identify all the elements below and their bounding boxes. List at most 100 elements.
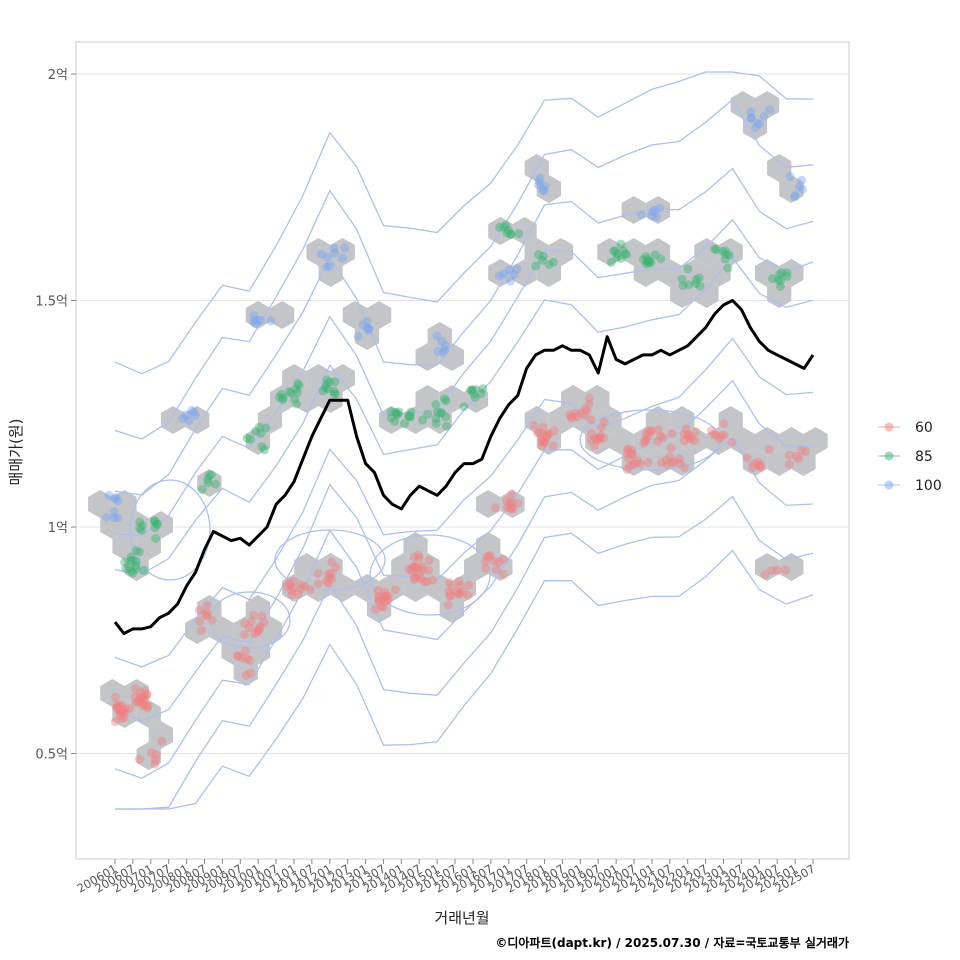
data-point-100 — [329, 243, 339, 253]
data-point-85 — [466, 385, 476, 395]
data-point-60 — [383, 591, 393, 601]
data-point-60 — [237, 653, 247, 663]
data-point-60 — [117, 700, 127, 710]
data-point-60 — [623, 444, 633, 454]
hexbin-cell — [270, 301, 295, 329]
data-point-100 — [751, 123, 760, 133]
data-point-60 — [658, 433, 668, 443]
density-contour — [114, 379, 814, 722]
hexbin-cell — [306, 238, 331, 266]
data-point-60 — [131, 697, 141, 707]
data-point-85 — [391, 409, 401, 419]
data-point-60 — [537, 441, 547, 451]
data-point-100 — [337, 253, 347, 263]
data-point-60 — [675, 454, 684, 464]
hexbin-cell — [112, 490, 137, 518]
data-point-85 — [618, 245, 628, 255]
data-point-60 — [797, 446, 807, 456]
data-point-100 — [362, 317, 372, 326]
data-point-100 — [178, 414, 188, 424]
data-point-85 — [150, 517, 160, 526]
hexbin-cell — [233, 616, 258, 644]
data-point-60 — [508, 504, 518, 514]
hexbin-cell — [682, 259, 707, 287]
data-point-60 — [683, 431, 693, 441]
data-point-60 — [543, 429, 553, 439]
hexbin-cell — [767, 154, 792, 182]
data-point-60 — [284, 578, 294, 588]
data-point-60 — [484, 552, 494, 562]
data-point-60 — [680, 463, 690, 473]
data-point-60 — [242, 654, 252, 664]
data-point-100 — [437, 337, 447, 346]
data-point-85 — [330, 389, 340, 399]
data-point-100 — [753, 118, 762, 128]
trend-line-layer — [113, 299, 815, 635]
data-point-60 — [111, 703, 121, 713]
data-point-60 — [584, 393, 594, 403]
data-point-100 — [790, 192, 800, 202]
data-point-85 — [405, 412, 415, 422]
data-point-85 — [135, 523, 145, 533]
hexbin-cell — [779, 427, 804, 455]
data-point-60 — [727, 437, 737, 447]
data-point-60 — [300, 581, 310, 591]
density-contour — [114, 337, 814, 668]
data-point-60 — [373, 585, 383, 595]
data-point-60 — [115, 708, 125, 718]
data-point-60 — [417, 562, 427, 571]
data-point-85 — [723, 263, 733, 273]
data-point-100 — [534, 180, 543, 190]
data-point-60 — [202, 600, 212, 610]
data-point-85 — [203, 474, 213, 484]
data-point-60 — [742, 453, 752, 463]
hexbin-cell — [658, 259, 683, 287]
data-point-85 — [694, 273, 704, 283]
data-point-60 — [454, 589, 463, 599]
data-point-85 — [150, 516, 159, 526]
data-point-60 — [140, 686, 150, 696]
hexbin-cell — [439, 385, 464, 413]
data-point-60 — [719, 430, 729, 440]
data-point-60 — [259, 618, 269, 628]
data-point-85 — [259, 445, 269, 455]
data-point-100 — [184, 416, 194, 426]
data-point-60 — [415, 570, 425, 580]
data-point-85 — [695, 281, 705, 291]
data-point-60 — [599, 433, 609, 443]
data-point-60 — [381, 595, 391, 605]
data-point-85 — [135, 517, 145, 527]
data-point-60 — [452, 587, 462, 597]
data-point-60 — [150, 755, 160, 765]
data-point-60 — [253, 627, 263, 637]
data-point-85 — [131, 564, 141, 574]
data-point-60 — [756, 460, 765, 470]
data-point-60 — [287, 585, 297, 595]
data-point-60 — [538, 422, 548, 432]
data-point-85 — [645, 256, 655, 266]
data-point-85 — [646, 258, 656, 268]
hexbin-cell — [755, 553, 780, 581]
data-point-100 — [785, 172, 795, 181]
hexbin-cell — [500, 490, 525, 518]
data-point-60 — [120, 704, 130, 714]
hexbin-cell — [197, 469, 222, 497]
density-contour — [129, 479, 211, 581]
data-point-60 — [596, 423, 606, 432]
data-point-100 — [190, 410, 200, 420]
data-point-60 — [753, 457, 763, 467]
hexbin-cell — [706, 427, 731, 455]
hexbin-cell — [585, 385, 610, 413]
data-point-85 — [329, 389, 339, 399]
data-point-85 — [206, 470, 216, 480]
hexbin-cell — [548, 238, 574, 266]
data-point-60 — [756, 462, 765, 472]
data-point-60 — [679, 436, 689, 446]
data-point-60 — [681, 424, 691, 434]
data-point-60 — [539, 437, 549, 446]
y-tick-label: 2억 — [48, 68, 68, 83]
data-point-85 — [782, 272, 792, 281]
hexbin-cell — [621, 196, 646, 224]
data-point-60 — [380, 587, 390, 597]
data-point-60 — [325, 572, 335, 582]
